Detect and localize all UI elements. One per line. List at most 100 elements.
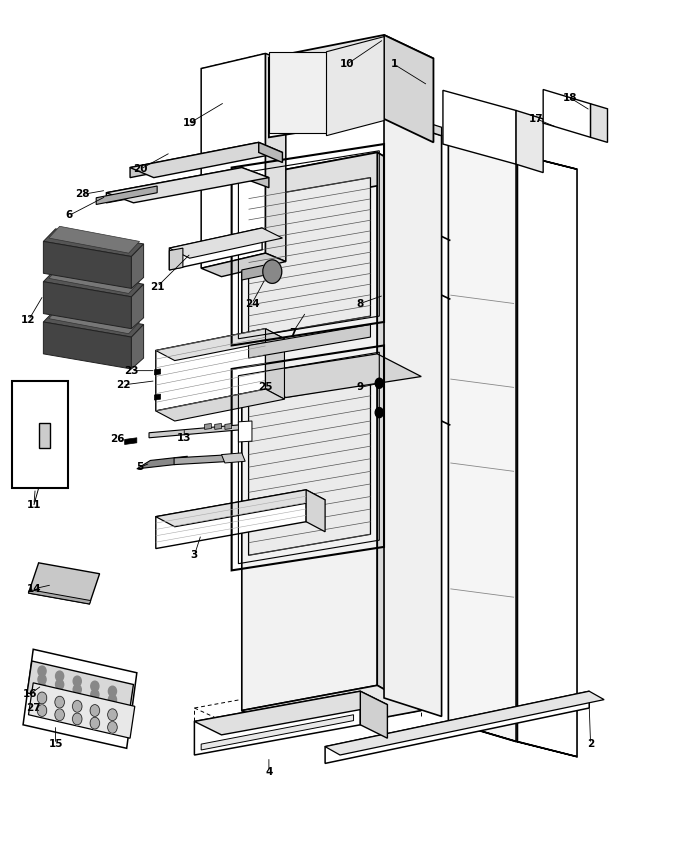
Polygon shape bbox=[49, 267, 139, 294]
Text: 15: 15 bbox=[48, 739, 63, 749]
Polygon shape bbox=[475, 136, 496, 156]
Polygon shape bbox=[225, 424, 232, 429]
Polygon shape bbox=[205, 424, 211, 429]
Polygon shape bbox=[215, 424, 222, 429]
Text: 2: 2 bbox=[587, 739, 594, 749]
Circle shape bbox=[107, 722, 117, 733]
Polygon shape bbox=[156, 490, 325, 527]
Text: 13: 13 bbox=[177, 433, 192, 443]
Circle shape bbox=[37, 705, 47, 717]
Polygon shape bbox=[149, 424, 245, 438]
Text: 5: 5 bbox=[137, 462, 144, 472]
Polygon shape bbox=[39, 423, 50, 448]
Polygon shape bbox=[384, 109, 441, 136]
Circle shape bbox=[91, 690, 99, 700]
Circle shape bbox=[73, 685, 82, 695]
Polygon shape bbox=[194, 691, 388, 735]
Polygon shape bbox=[169, 228, 262, 270]
Polygon shape bbox=[242, 152, 377, 711]
Polygon shape bbox=[169, 228, 282, 258]
Polygon shape bbox=[239, 421, 252, 442]
Polygon shape bbox=[156, 328, 265, 411]
Circle shape bbox=[38, 674, 46, 685]
Polygon shape bbox=[448, 134, 577, 169]
Polygon shape bbox=[325, 691, 604, 755]
Circle shape bbox=[262, 260, 282, 284]
Polygon shape bbox=[242, 152, 422, 203]
Polygon shape bbox=[242, 685, 422, 736]
Polygon shape bbox=[448, 134, 516, 742]
Circle shape bbox=[375, 408, 384, 418]
Polygon shape bbox=[269, 51, 326, 133]
Text: 14: 14 bbox=[27, 584, 41, 594]
Polygon shape bbox=[590, 104, 607, 142]
Polygon shape bbox=[249, 370, 371, 555]
Text: 1: 1 bbox=[390, 59, 398, 69]
Text: 18: 18 bbox=[563, 93, 577, 103]
Text: 28: 28 bbox=[75, 189, 90, 200]
Polygon shape bbox=[49, 226, 139, 253]
Circle shape bbox=[38, 666, 46, 676]
Polygon shape bbox=[201, 715, 354, 750]
Polygon shape bbox=[242, 168, 269, 188]
Polygon shape bbox=[517, 154, 577, 757]
Text: 16: 16 bbox=[23, 689, 38, 699]
Polygon shape bbox=[169, 248, 183, 270]
Polygon shape bbox=[23, 649, 137, 749]
Polygon shape bbox=[29, 562, 99, 604]
Polygon shape bbox=[448, 722, 577, 757]
Polygon shape bbox=[44, 309, 143, 337]
Text: 4: 4 bbox=[265, 767, 273, 777]
Polygon shape bbox=[106, 168, 242, 203]
Text: 26: 26 bbox=[111, 434, 125, 445]
Text: 6: 6 bbox=[65, 210, 73, 221]
Circle shape bbox=[56, 688, 64, 698]
Polygon shape bbox=[242, 354, 422, 397]
Text: 10: 10 bbox=[339, 59, 354, 69]
Circle shape bbox=[56, 679, 64, 690]
Text: 7: 7 bbox=[289, 328, 296, 338]
Polygon shape bbox=[174, 455, 232, 465]
Polygon shape bbox=[12, 381, 68, 488]
Polygon shape bbox=[516, 110, 543, 173]
Polygon shape bbox=[130, 142, 258, 178]
Circle shape bbox=[108, 703, 116, 713]
Polygon shape bbox=[249, 178, 371, 337]
Polygon shape bbox=[325, 691, 589, 764]
Polygon shape bbox=[360, 691, 388, 738]
Text: 19: 19 bbox=[182, 118, 197, 128]
Circle shape bbox=[73, 701, 82, 712]
Polygon shape bbox=[326, 37, 384, 136]
Polygon shape bbox=[131, 285, 143, 328]
Polygon shape bbox=[269, 40, 384, 137]
Polygon shape bbox=[44, 242, 131, 289]
Circle shape bbox=[73, 713, 82, 725]
Circle shape bbox=[73, 693, 82, 703]
Circle shape bbox=[55, 709, 65, 721]
Text: 25: 25 bbox=[258, 382, 273, 392]
Polygon shape bbox=[49, 306, 139, 333]
Circle shape bbox=[375, 378, 384, 388]
Circle shape bbox=[37, 692, 47, 704]
Polygon shape bbox=[27, 661, 133, 717]
Polygon shape bbox=[124, 438, 137, 445]
Circle shape bbox=[56, 671, 64, 681]
Polygon shape bbox=[443, 90, 516, 164]
Polygon shape bbox=[154, 369, 160, 375]
Polygon shape bbox=[130, 142, 282, 178]
Text: 22: 22 bbox=[116, 380, 131, 390]
Polygon shape bbox=[269, 35, 433, 81]
Text: 3: 3 bbox=[191, 551, 198, 560]
Polygon shape bbox=[384, 117, 441, 717]
Polygon shape bbox=[156, 490, 306, 548]
Polygon shape bbox=[265, 53, 286, 262]
Polygon shape bbox=[44, 322, 131, 369]
Text: 11: 11 bbox=[27, 500, 41, 510]
Polygon shape bbox=[131, 244, 143, 289]
Circle shape bbox=[55, 696, 65, 708]
Polygon shape bbox=[29, 683, 135, 738]
Polygon shape bbox=[44, 282, 131, 328]
Circle shape bbox=[90, 717, 99, 729]
Text: 20: 20 bbox=[133, 164, 148, 174]
Polygon shape bbox=[201, 253, 286, 277]
